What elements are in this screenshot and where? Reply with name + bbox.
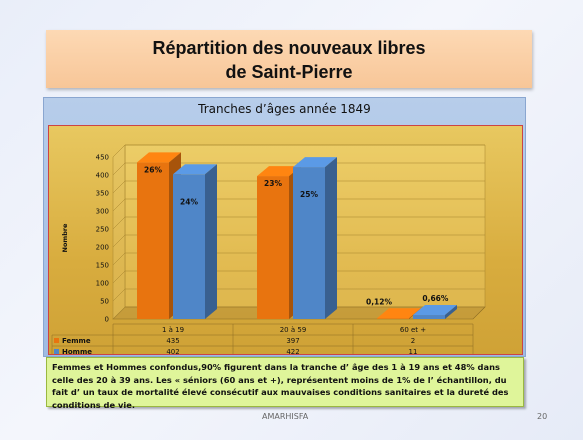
data-label: 26% — [144, 165, 162, 174]
chart-frame: Tranches d’âges année 1849 0 50 100 150 200 2… — [43, 97, 526, 357]
bar-side — [445, 305, 457, 319]
y-tick-label: 0 — [105, 316, 109, 324]
y-tick-label: 200 — [96, 244, 109, 252]
footer-author: AMARHISFA — [262, 412, 309, 421]
gridline — [112, 288, 485, 302]
table-cell: 435 — [166, 337, 179, 345]
gridline — [112, 198, 485, 212]
gridline — [112, 252, 485, 266]
data-label: 0,66% — [422, 294, 449, 303]
bar-side — [325, 157, 337, 319]
legend-series-name: Homme — [62, 348, 92, 354]
y-tick-label: 150 — [96, 262, 109, 270]
chart-title: Tranches d’âges année 1849 — [198, 102, 371, 116]
gridline — [112, 162, 485, 176]
data-label: 24% — [180, 197, 198, 206]
gridline — [112, 180, 485, 194]
bar-homme-1 — [173, 164, 217, 319]
page-number: 20 — [537, 412, 548, 421]
y-tick-label: 100 — [96, 280, 109, 288]
gridline — [112, 144, 485, 158]
bar-top — [257, 166, 301, 177]
bar-top — [293, 157, 337, 168]
y-axis-label: Nombre — [61, 223, 69, 253]
x-category-label: 1 à 19 — [162, 326, 184, 334]
y-tick-label: 400 — [96, 172, 109, 180]
bar-top — [137, 152, 181, 163]
gridline — [112, 306, 485, 320]
gridline — [112, 216, 485, 230]
bar-homme-2 — [293, 157, 337, 319]
chart-side-wall — [112, 144, 126, 320]
y-tick-label: 50 — [100, 298, 109, 306]
slide-title-box: Répartition des nouveaux libres de Saint… — [46, 30, 532, 88]
bar-side — [205, 164, 217, 319]
x-category-label: 20 à 59 — [280, 326, 307, 334]
bar-front — [377, 318, 409, 319]
y-tick-label: 450 — [96, 154, 109, 162]
table-cell: 11 — [409, 348, 418, 354]
bar-top — [173, 164, 217, 175]
table-cell: 402 — [166, 348, 179, 354]
legend-series-name: Femme — [62, 337, 91, 345]
data-label: 23% — [264, 179, 282, 188]
table-cell: 422 — [286, 348, 299, 354]
bar-chart: 0 50 100 150 200 250 300 350 400 450 Nombre 26% 24% 2… — [51, 144, 486, 354]
bar-front — [293, 167, 325, 319]
gridline — [112, 234, 485, 248]
bar-top — [377, 308, 421, 319]
y-tick-label: 250 — [96, 226, 109, 234]
bar-top — [413, 305, 457, 316]
legend-swatch — [54, 338, 59, 343]
slide-title-line1: Répartition des nouveaux libres — [152, 38, 426, 58]
bar-front — [137, 162, 169, 319]
table-cell: 397 — [286, 337, 299, 345]
bar-front — [257, 176, 289, 319]
legend-swatch — [54, 349, 59, 354]
data-label: 25% — [300, 190, 318, 199]
slide-title-line2: de Saint-Pierre — [225, 62, 353, 82]
gridline — [112, 270, 485, 284]
plot-area: 0 50 100 150 200 250 300 350 400 450 Nombre 26% 24% 2… — [48, 125, 523, 355]
bar-front — [413, 315, 445, 319]
x-category-label: 60 et + — [400, 326, 426, 334]
y-tick-label: 350 — [96, 190, 109, 198]
bar-homme-3 — [413, 305, 457, 319]
comment-box: Femmes et Hommes confondus,90% figurent … — [46, 357, 524, 410]
data-label: 0,12% — [366, 297, 393, 306]
bar-front — [173, 174, 205, 319]
y-tick-label: 300 — [96, 208, 109, 216]
table-cell: 2 — [411, 337, 415, 345]
